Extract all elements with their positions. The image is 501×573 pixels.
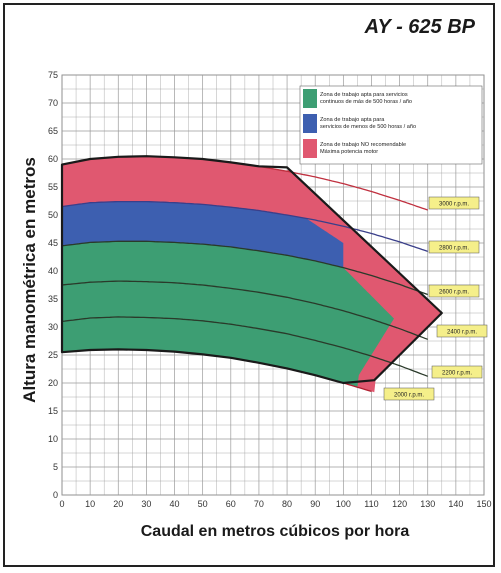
legend-label: Zona de trabajo apta para servicios de me…: [320, 117, 416, 130]
y-tick-label: 45: [48, 238, 58, 248]
legend-label: Zona de trabajo apta para servicios conti…: [320, 92, 412, 105]
svg-text:2000 r.p.m.: 2000 r.p.m.: [394, 393, 424, 399]
y-tick-label: 70: [48, 98, 58, 108]
y-tick-label: 75: [48, 70, 58, 80]
rpm-label: 2400 r.p.m.: [436, 324, 488, 338]
legend-label: Zona de trabajo NO recomendable Máxima po…: [320, 142, 406, 155]
y-tick-label: 40: [48, 266, 58, 276]
x-tick-label: 100: [336, 499, 351, 509]
rpm-label: 2600 r.p.m.: [428, 284, 480, 298]
y-tick-label: 25: [48, 350, 58, 360]
legend: Zona de trabajo apta para servicios conti…: [299, 85, 483, 165]
svg-text:2600 r.p.m.: 2600 r.p.m.: [439, 290, 469, 296]
rpm-label: 3000 r.p.m.: [428, 196, 480, 210]
legend-box: [299, 85, 483, 165]
x-tick-label: 0: [59, 499, 64, 509]
rpm-curve: [61, 316, 428, 377]
x-tick-label: 30: [141, 499, 151, 509]
rpm-label: 2200 r.p.m.: [431, 365, 483, 379]
zone-limited-hours: [62, 201, 344, 268]
axis-ticks: 0 10 20 30 40 50 60 70 80 90 100 110 120 130 140 150 0 5 1…: [48, 70, 492, 509]
y-tick-label: 35: [48, 294, 58, 304]
x-tick-label: 90: [310, 499, 320, 509]
rpm-label: 2000 r.p.m.: [383, 387, 435, 401]
rpm-curve: [61, 240, 428, 296]
envelope-outline: [60, 155, 443, 385]
x-tick-label: 140: [448, 499, 463, 509]
y-tick-label: 20: [48, 378, 58, 388]
y-tick-label: 60: [48, 154, 58, 164]
svg-text:2400 r.p.m.: 2400 r.p.m.: [447, 330, 477, 336]
x-axis-title: Caudal en metros cúbicos por hora: [140, 523, 410, 540]
operating-envelope: [60, 155, 443, 385]
y-tick-label: 10: [48, 434, 58, 444]
y-tick-label: 65: [48, 126, 58, 136]
svg-text:3000 r.p.m.: 3000 r.p.m.: [439, 202, 469, 208]
x-tick-label: 10: [85, 499, 95, 509]
y-tick-label: 50: [48, 210, 58, 220]
x-tick-label: 60: [226, 499, 236, 509]
y-tick-label: 30: [48, 322, 58, 332]
legend-swatch: [303, 139, 317, 158]
chart-title: AY - 625 BP: [364, 16, 475, 38]
x-tick-label: 50: [198, 499, 208, 509]
x-tick-label: 80: [282, 499, 292, 509]
x-tick-label: 150: [476, 499, 491, 509]
y-tick-label: 0: [53, 490, 58, 500]
x-tick-label: 70: [254, 499, 264, 509]
y-tick-label: 5: [53, 462, 58, 472]
rpm-label: 2800 r.p.m.: [428, 240, 480, 254]
x-tick-label: 130: [420, 499, 435, 509]
x-tick-label: 40: [170, 499, 180, 509]
y-tick-label: 15: [48, 406, 58, 416]
x-tick-label: 110: [364, 499, 378, 509]
legend-swatch: [303, 114, 317, 133]
x-tick-label: 20: [113, 499, 123, 509]
zones: [62, 156, 442, 393]
rpm-labels: 3000 r.p.m. 2800 r.p.m. 2600 r.p.m. 2400 r.…: [383, 196, 488, 401]
y-tick-label: 55: [48, 182, 58, 192]
rpm-curve: [61, 280, 428, 340]
x-tick-label: 120: [392, 499, 407, 509]
rpm-curve: [61, 200, 428, 253]
zone-continuous: [62, 241, 394, 388]
legend-swatch: [303, 89, 317, 108]
svg-text:2200 r.p.m.: 2200 r.p.m.: [442, 371, 472, 377]
svg-text:2800 r.p.m.: 2800 r.p.m.: [439, 246, 469, 252]
